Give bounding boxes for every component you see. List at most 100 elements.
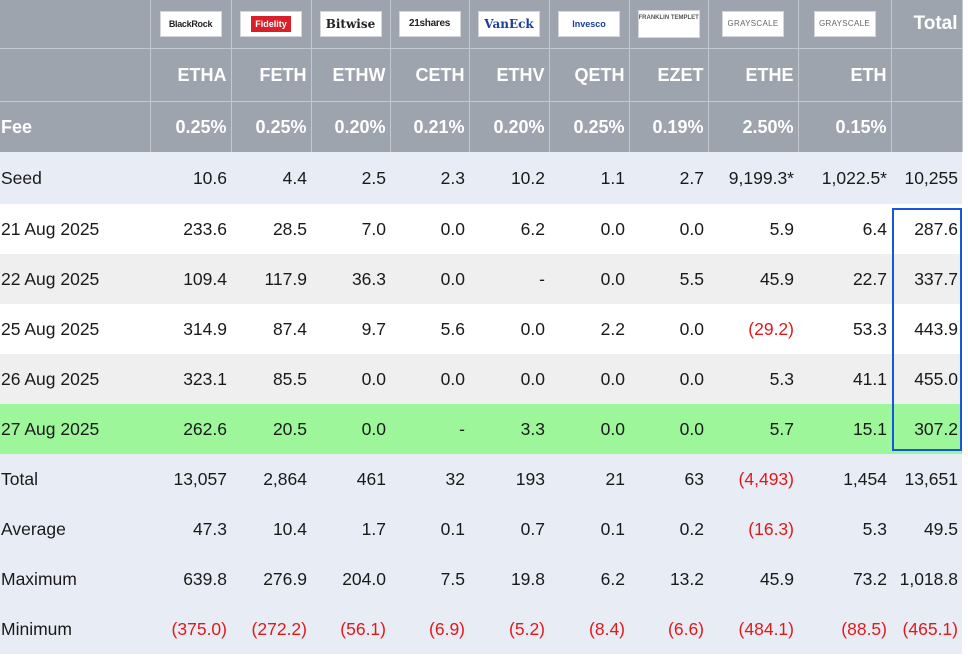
ticker-cell: FETH [231, 48, 312, 102]
flow-value-cell: 0.0 [629, 404, 708, 454]
flow-value-cell: 0.0 [390, 354, 469, 404]
fee-cell: 2.50% [708, 101, 799, 152]
row-label: 26 Aug 2025 [0, 354, 150, 404]
flow-value-cell: 117.9 [231, 254, 311, 304]
flow-value-cell: 85.5 [231, 354, 311, 404]
flow-value-cell: 21 [549, 454, 629, 504]
flow-value-cell: 15.1 [798, 404, 891, 454]
fee-cell: 0.19% [629, 101, 709, 152]
table-row: 27 Aug 2025 262.6 20.5 0.0-3.3 0.0 0.0 5.7 15.1… [0, 404, 962, 454]
flow-value-cell: 4.4 [231, 152, 311, 204]
flow-value-cell: 461 [311, 454, 390, 504]
issuer-logo-cell: Fidelity [231, 0, 312, 49]
grayscale-logo: GRAYSCALE [813, 11, 876, 37]
flow-value-cell: 6.2 [549, 554, 629, 604]
flow-value-cell: 0.7 [469, 504, 549, 554]
flow-value-cell: (272.2) [231, 604, 311, 654]
table-row: 21 Aug 2025 233.6 28.5 7.0 0.0 6.2 0.0 0.0 5.9 6.… [0, 204, 962, 254]
fee-cell: 0.15% [798, 101, 892, 152]
ticker-cell: ETHW [311, 48, 391, 102]
flow-value-cell: 0.0 [629, 204, 708, 254]
flow-value-cell: 639.8 [150, 554, 231, 604]
flow-value-cell: 49.5 [891, 504, 962, 554]
issuer-logo-row: BlackRock Fidelity Bitwise 21shares VanEck In… [0, 0, 963, 49]
flow-value-cell: 0.0 [311, 404, 390, 454]
table-row: 25 Aug 2025 314.9 87.4 9.7 5.6 0.0 2.2 0.0 (29.2… [0, 304, 962, 354]
grayscale-logo: GRAYSCALE [722, 11, 784, 37]
flow-value-cell: (4,493) [708, 454, 798, 504]
flow-value-cell: 0.0 [390, 254, 469, 304]
flow-value-cell: 323.1 [150, 354, 231, 404]
fee-cell: 0.25% [150, 101, 232, 152]
flow-value-cell: 0.0 [469, 354, 549, 404]
invesco-logo: Invesco [558, 11, 620, 37]
flow-value-cell: 5.5 [629, 254, 708, 304]
table-row: Total 13,057 2,864 461 32 193 21 63 (4,493) 1,454… [0, 454, 962, 504]
ticker-cell: ETHE [708, 48, 799, 102]
flow-value-cell: (6.9) [390, 604, 469, 654]
table-row: 22 Aug 2025 109.4 117.9 36.3 0.0-0.0 5.5 45.9 2… [0, 254, 962, 304]
flow-value-cell: (8.4) [549, 604, 629, 654]
flow-value-cell: 204.0 [311, 554, 390, 604]
issuer-logo-cell: Invesco [549, 0, 630, 49]
flow-value-cell: 9,199.3* [708, 152, 798, 204]
ticker-cell: CETH [390, 48, 470, 102]
fee-cell: 0.25% [549, 101, 630, 152]
flow-value-cell: 2.3 [390, 152, 469, 204]
flow-value-cell: (5.2) [469, 604, 549, 654]
ticker-total-cell [891, 48, 963, 102]
row-label: Seed [0, 152, 150, 204]
ticker-label-cell [0, 48, 151, 102]
flow-value-cell: (16.3) [708, 504, 798, 554]
vaneck-logo: VanEck [478, 11, 540, 37]
flow-value-cell: 87.4 [231, 304, 311, 354]
flow-value-cell: 2.2 [549, 304, 629, 354]
flow-value-cell: 443.9 [891, 304, 962, 354]
flow-value-cell: 0.0 [549, 204, 629, 254]
flow-value-cell: 0.0 [629, 354, 708, 404]
flow-value-cell: 5.3 [798, 504, 891, 554]
flow-value-cell: 1,018.8 [891, 554, 962, 604]
flow-value-cell: 73.2 [798, 554, 891, 604]
fee-total-cell [891, 101, 963, 152]
flow-value-cell: 0.0 [549, 354, 629, 404]
table-row: 26 Aug 2025 323.1 85.5 0.0 0.0 0.0 0.0 0.0 5.3 41… [0, 354, 962, 404]
ticker-row: ETHA FETH ETHW CETH ETHV QETH EZET ETHE ETH [0, 48, 963, 102]
flow-value-cell: 7.0 [311, 204, 390, 254]
table-row: Average 47.3 10.4 1.7 0.1 0.7 0.1 0.2 (16.3) 5.3 4… [0, 504, 962, 554]
flow-value-cell: 45.9 [708, 254, 798, 304]
issuer-logo-cell: FRANKLIN TEMPLETON [629, 0, 709, 49]
table-row: Maximum 639.8 276.9 204.0 7.5 19.8 6.2 13.2 45.9… [0, 554, 962, 604]
flow-value-cell: 13,651 [891, 454, 962, 504]
row-label: Average [0, 504, 150, 554]
fee-cell: 0.20% [469, 101, 550, 152]
flow-value-cell: 1,454 [798, 454, 891, 504]
row-label: 25 Aug 2025 [0, 304, 150, 354]
flow-value-cell: 0.0 [469, 304, 549, 354]
issuer-logo-cell: GRAYSCALE [708, 0, 799, 49]
flow-value-cell: 41.1 [798, 354, 891, 404]
flow-value-cell: 63 [629, 454, 708, 504]
flow-value-cell: 32 [390, 454, 469, 504]
flow-value-cell: 1.1 [549, 152, 629, 204]
issuer-logo-cell: VanEck [469, 0, 550, 49]
flow-value-cell: (56.1) [311, 604, 390, 654]
row-label: Total [0, 454, 150, 504]
issuer-logo-cell: GRAYSCALE [798, 0, 892, 49]
flow-value-cell: 9.7 [311, 304, 390, 354]
flow-value-cell: 314.9 [150, 304, 231, 354]
flow-value-cell: (465.1) [891, 604, 962, 654]
table-row: Minimum (375.0) (272.2) (56.1) (6.9) (5.2) (8.… [0, 604, 962, 654]
table-row: Seed 10.6 4.4 2.5 2.3 10.2 1.1 2.7 9,199.3* 1,022… [0, 152, 962, 204]
flow-value-cell: 2.5 [311, 152, 390, 204]
row-label: 21 Aug 2025 [0, 204, 150, 254]
flow-value-cell: (484.1) [708, 604, 798, 654]
flow-value-cell: 5.9 [708, 204, 798, 254]
fee-cell: 0.25% [231, 101, 312, 152]
flow-value-cell: 6.4 [798, 204, 891, 254]
flow-value-cell: (6.6) [629, 604, 708, 654]
flow-value-cell: (29.2) [708, 304, 798, 354]
flow-value-cell: 233.6 [150, 204, 231, 254]
